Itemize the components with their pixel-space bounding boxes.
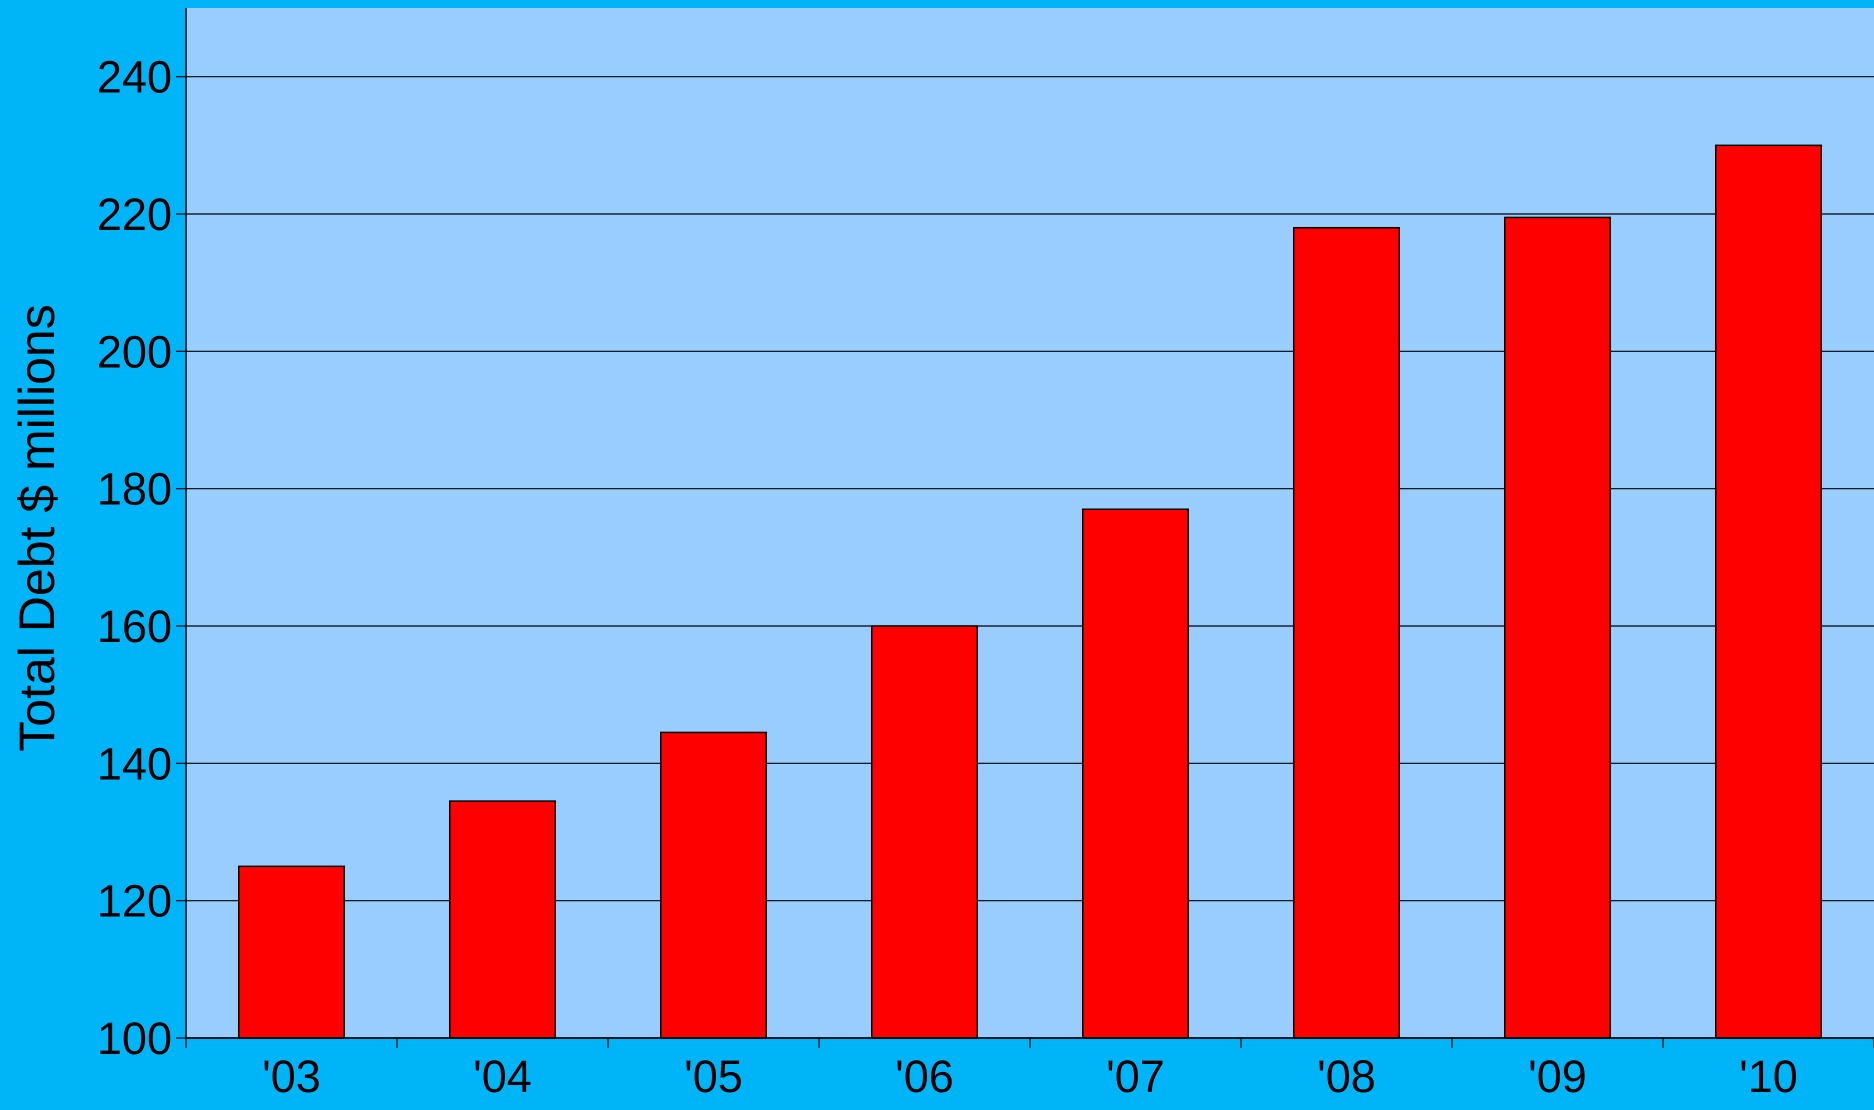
x-tick-label: '05 [684,1051,743,1102]
x-tick-label: '04 [473,1051,532,1102]
x-tick-label: '08 [1317,1051,1376,1102]
x-tick-label: '07 [1106,1051,1165,1102]
y-tick-label: 180 [97,464,172,515]
x-tick-label: '10 [1739,1051,1798,1102]
plot-area [186,8,1874,1038]
y-axis-tick-labels: 100 120 140 160 180 200 220 240 [97,52,172,1064]
bar-06 [871,625,978,1039]
y-tick-label: 220 [97,189,172,240]
x-tick-label: '06 [895,1051,954,1102]
y-tick-label: 160 [97,601,172,652]
x-axis-tick-labels: '03 '04 '05 '06 '07 '08 '09 '10 [262,1051,1798,1102]
bars [238,144,1822,1039]
y-tick-label: 240 [97,52,172,103]
x-axis-ticks [185,1038,1874,1048]
y-tick-label: 100 [97,1013,172,1064]
y-tick-label: 120 [97,876,172,927]
y-axis-title: Total Debt $ millions [9,304,65,751]
y-tick-label: 200 [97,326,172,377]
x-tick-label: '09 [1528,1051,1587,1102]
bar-09 [1504,216,1611,1039]
x-tick-label: '03 [262,1051,321,1102]
bar-03 [238,865,345,1039]
bar-05 [660,731,767,1039]
bar-10 [1715,144,1822,1039]
bar-04 [449,800,556,1039]
y-tick-label: 140 [97,738,172,789]
bar-08 [1293,226,1400,1039]
bar-07 [1082,508,1189,1039]
